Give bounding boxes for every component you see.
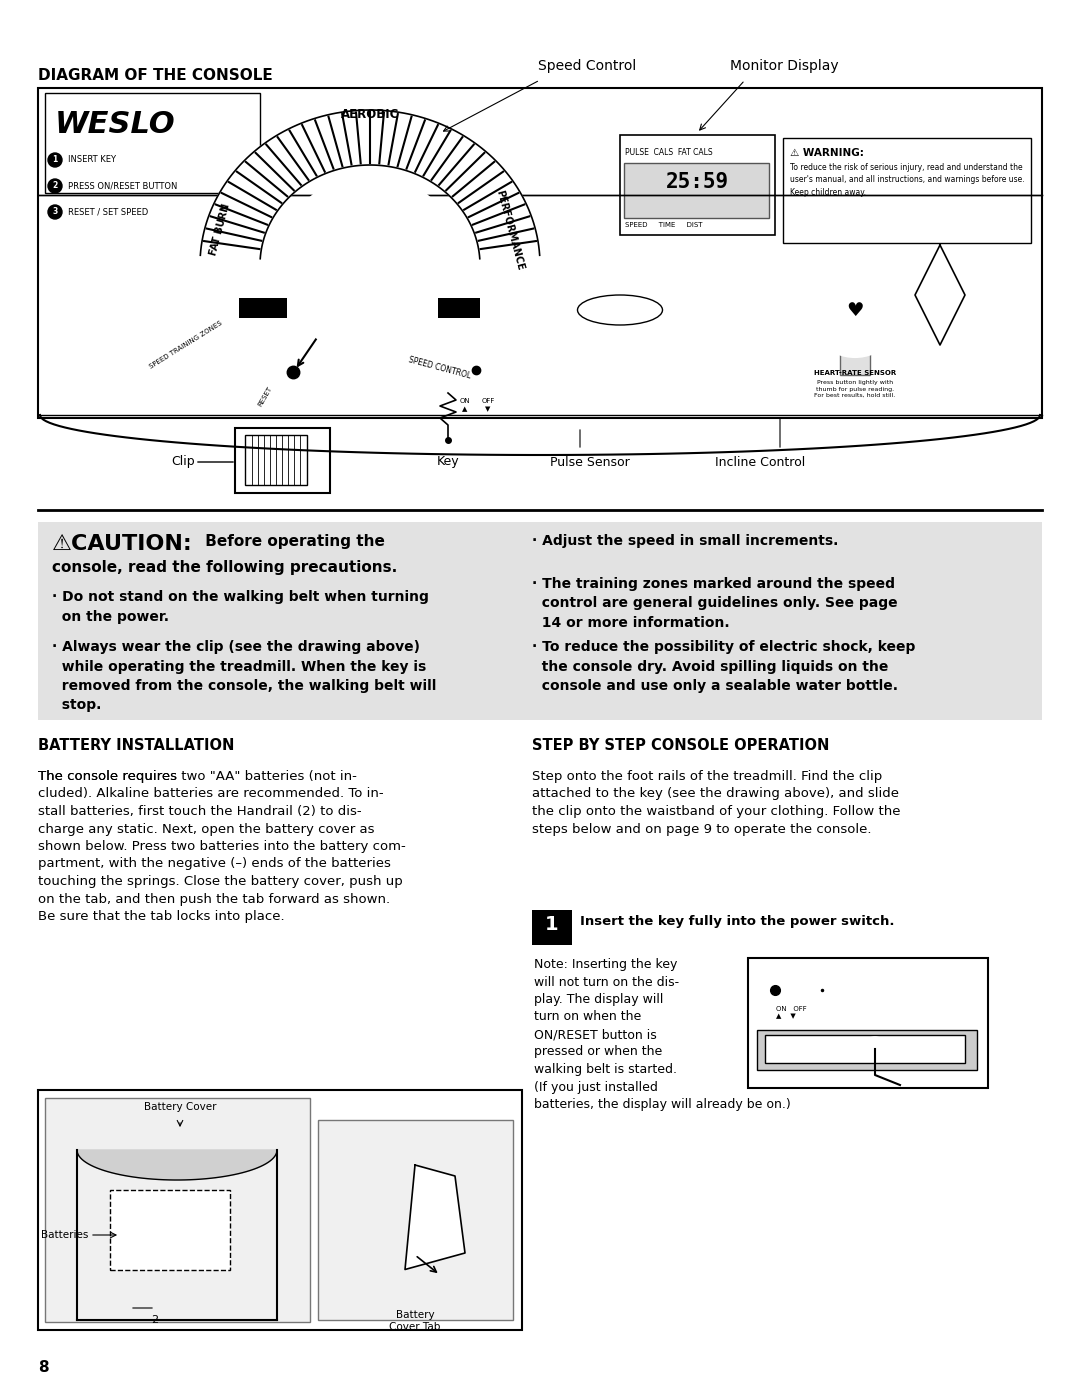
Text: Before operating the: Before operating the (200, 534, 384, 549)
Text: Insert the key fully into the power switch.: Insert the key fully into the power swit… (580, 915, 894, 928)
Text: · Do not stand on the walking belt when turning
  on the power.: · Do not stand on the walking belt when … (52, 590, 429, 623)
Text: WESLO: WESLO (55, 110, 176, 138)
Text: Batteries: Batteries (41, 1229, 87, 1241)
Text: To reduce the risk of serious injury, read and understand the
user's manual, and: To reduce the risk of serious injury, re… (789, 163, 1025, 197)
Text: 2: 2 (151, 1315, 159, 1324)
Circle shape (48, 179, 62, 193)
Text: RESET / SET SPEED: RESET / SET SPEED (68, 208, 148, 217)
Bar (840, 330, 870, 374)
Text: console, read the following precautions.: console, read the following precautions. (52, 560, 397, 576)
Bar (239, 298, 287, 319)
Text: SPEED CONTROL: SPEED CONTROL (408, 355, 472, 380)
Circle shape (48, 205, 62, 219)
Text: PRESS ON/RESET BUTTON: PRESS ON/RESET BUTTON (68, 182, 177, 190)
Text: SPEED     TIME     DIST: SPEED TIME DIST (625, 222, 702, 228)
Text: PERFORMANCE: PERFORMANCE (495, 189, 526, 271)
Text: Note: Inserting the key
will not turn on the dis-
play. The display will
turn on: Note: Inserting the key will not turn on… (534, 958, 791, 1111)
Text: 25:59: 25:59 (665, 172, 729, 191)
Text: Battery
Cover Tab: Battery Cover Tab (389, 1310, 441, 1331)
Text: Key: Key (436, 455, 459, 468)
Text: INSERT KEY: INSERT KEY (68, 155, 116, 165)
Bar (245, 434, 307, 485)
Text: Clip: Clip (172, 455, 195, 468)
Text: DIAGRAM OF THE CONSOLE: DIAGRAM OF THE CONSOLE (38, 68, 273, 82)
Text: · Always wear the clip (see the drawing above)
  while operating the treadmill. : · Always wear the clip (see the drawing … (52, 640, 436, 712)
Text: FAT BURN: FAT BURN (208, 203, 232, 257)
Circle shape (863, 1037, 887, 1060)
Text: SLOW: SLOW (249, 303, 276, 313)
Text: · To reduce the possibility of electric shock, keep
  the console dry. Avoid spi: · To reduce the possibility of electric … (532, 640, 916, 693)
Text: Battery Cover: Battery Cover (144, 1102, 216, 1112)
Text: Incline Control: Incline Control (715, 455, 805, 468)
Text: BATTERY INSTALLATION: BATTERY INSTALLATION (38, 738, 234, 753)
Text: ⚠CAUTION:: ⚠CAUTION: (52, 534, 192, 555)
Text: ▼: ▼ (485, 407, 490, 412)
Polygon shape (200, 110, 540, 258)
Bar (110, 1190, 230, 1270)
Bar (748, 958, 988, 1088)
Text: STEP BY STEP CONSOLE OPERATION: STEP BY STEP CONSOLE OPERATION (532, 738, 829, 753)
Bar (620, 136, 775, 235)
Ellipse shape (578, 295, 662, 326)
Text: 1: 1 (545, 915, 558, 935)
Polygon shape (915, 244, 966, 345)
Text: ON   OFF: ON OFF (777, 1006, 807, 1011)
Bar (438, 298, 480, 319)
Circle shape (492, 360, 512, 380)
Text: 8: 8 (38, 1361, 49, 1375)
Text: ⚠ WARNING:: ⚠ WARNING: (789, 148, 864, 158)
Bar (624, 163, 769, 218)
Bar (757, 1030, 977, 1070)
Text: PULSE  CALS  FAT CALS: PULSE CALS FAT CALS (625, 148, 713, 156)
Text: ON: ON (460, 398, 470, 404)
Text: 2: 2 (52, 182, 57, 190)
Text: AEROBIC: AEROBIC (341, 108, 400, 122)
Bar (532, 909, 572, 944)
Circle shape (518, 365, 530, 376)
Polygon shape (77, 1150, 276, 1180)
Bar (783, 138, 1031, 243)
Text: RESET: RESET (257, 386, 273, 407)
Text: Speed Control: Speed Control (538, 59, 636, 73)
Bar (45, 1098, 310, 1322)
Bar (38, 88, 1042, 418)
Circle shape (280, 175, 460, 355)
Text: OFF: OFF (482, 398, 495, 404)
Text: · Adjust the speed in small increments.: · Adjust the speed in small increments. (532, 534, 838, 548)
Text: · The training zones marked around the speed
  control are general guidelines on: · The training zones marked around the s… (532, 577, 897, 630)
Bar (235, 427, 330, 493)
Bar (765, 1035, 966, 1063)
Bar (38, 522, 1042, 719)
Text: Press button lightly with
thumb for pulse reading.
For best results, hold still.: Press button lightly with thumb for puls… (814, 380, 895, 398)
Text: ▲    ▼: ▲ ▼ (777, 1013, 796, 1018)
Text: Pulse Sensor: Pulse Sensor (550, 455, 630, 468)
Circle shape (48, 154, 62, 168)
Text: Step onto the foot rails of the treadmill. Find the clip
attached to the key (se: Step onto the foot rails of the treadmil… (532, 770, 901, 835)
Circle shape (795, 981, 815, 1000)
Circle shape (808, 263, 902, 358)
Text: ▲: ▲ (462, 407, 468, 412)
Text: 1: 1 (52, 155, 57, 165)
Text: 3: 3 (52, 208, 57, 217)
Text: The console requires: The console requires (38, 770, 181, 782)
Text: Monitor Display: Monitor Display (730, 59, 839, 73)
Bar (38, 1090, 522, 1330)
Text: The console requires two "AA" batteries (not in-
cluded). Alkaline batteries are: The console requires two "AA" batteries … (38, 770, 406, 923)
Text: ON / RESET: ON / RESET (598, 310, 642, 320)
Bar (45, 94, 260, 193)
Polygon shape (405, 1165, 465, 1270)
Text: ♥: ♥ (847, 300, 864, 320)
Bar (318, 1120, 513, 1320)
Text: FAST: FAST (447, 303, 471, 313)
Text: HEART-RATE SENSOR: HEART-RATE SENSOR (814, 370, 896, 376)
Text: SPEED TRAINING ZONES: SPEED TRAINING ZONES (148, 320, 222, 370)
